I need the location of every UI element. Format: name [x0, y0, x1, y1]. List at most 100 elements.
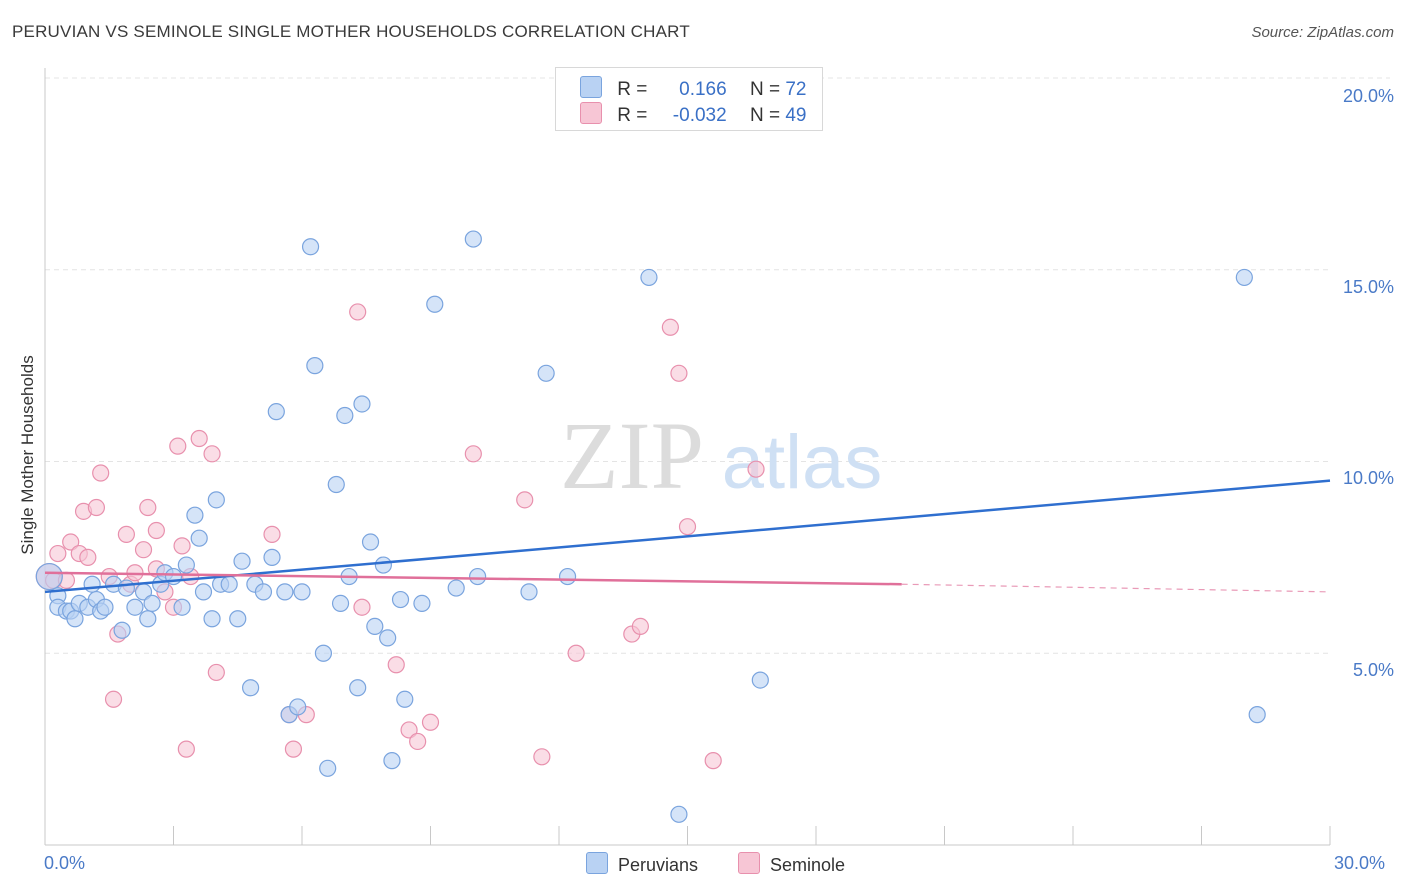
seminole-point	[263, 525, 281, 543]
peruvians-point	[361, 533, 380, 551]
peruvians-point	[336, 406, 354, 425]
peruvians-point	[319, 759, 337, 777]
seminole-point	[670, 364, 688, 382]
seminole-point	[631, 617, 649, 636]
peruvians-point	[96, 598, 114, 616]
seminole-point	[387, 656, 405, 674]
seminole-point	[104, 690, 123, 708]
seminole-point	[464, 445, 482, 463]
peruvians-point	[126, 598, 144, 616]
peruvians-point	[173, 598, 191, 616]
watermark-atlas: atlas	[722, 420, 883, 505]
peruvians-point	[66, 610, 84, 628]
seminole-point	[92, 464, 110, 482]
peruvians-point	[203, 610, 221, 628]
legend-r-value: 0.166	[679, 79, 727, 100]
peruvians-point	[391, 590, 410, 609]
legend-r-label: R =	[617, 79, 648, 100]
peruvians-point	[413, 594, 431, 612]
correlation-legend: R = 0.166 N = 72 R = -0.032 N = 49	[555, 67, 823, 131]
seminole-point	[409, 732, 427, 751]
peruvians-point	[190, 529, 208, 547]
seminole-point	[207, 663, 225, 682]
peruvians-point	[383, 752, 401, 770]
seminole-point	[421, 713, 440, 731]
seminole-point	[284, 740, 303, 758]
seminole-point	[87, 498, 106, 517]
x-tick-max: 30.0%	[1334, 853, 1386, 873]
y-tick-5: 5.0%	[1352, 660, 1394, 680]
seminole-point	[533, 748, 551, 766]
peruvians-point	[379, 629, 397, 647]
series-legend-seminole: Seminole	[738, 852, 845, 876]
peruvians-point	[289, 698, 307, 716]
peruvians-point	[139, 610, 157, 628]
seminole-point	[678, 518, 697, 536]
legend-n-label: N =	[749, 79, 781, 100]
y-tick-10: 10.0%	[1342, 468, 1394, 488]
seminole-point	[134, 541, 153, 559]
series-swatch-blue	[586, 852, 608, 874]
seminole-point	[49, 544, 67, 563]
peruvians-point	[1248, 706, 1266, 724]
seminole-trend-extension	[901, 583, 1331, 593]
peruvians-point	[177, 556, 195, 574]
peruvians-points	[35, 230, 1266, 823]
axes	[44, 68, 1331, 846]
peruvians-point	[293, 583, 311, 601]
peruvians-point	[464, 230, 482, 248]
peruvians-point	[254, 583, 273, 601]
x-tick-min: 0.0%	[44, 853, 86, 873]
legend-row-peruvians: R = 0.166 N = 72	[580, 76, 806, 101]
series-label-peruvians: Peruvians	[618, 855, 699, 875]
peruvians-point	[396, 690, 414, 708]
seminole-point	[567, 644, 585, 662]
source-label: Source: ZipAtlas.com	[1251, 24, 1394, 41]
zipatlas-watermark: ZIP atlas	[560, 402, 882, 509]
seminole-point	[516, 491, 534, 509]
peruvians-point	[83, 575, 101, 593]
peruvians-point	[276, 583, 294, 601]
y-tick-20: 20.0%	[1342, 86, 1394, 106]
peruvians-trend-line	[44, 479, 1331, 594]
peruvians-point	[751, 671, 769, 689]
peruvians-point	[349, 679, 367, 697]
peruvians-point	[306, 357, 324, 375]
seminole-point	[117, 525, 135, 543]
peruvians-point	[220, 575, 238, 593]
peruvians-point	[426, 295, 444, 313]
trend-lines	[44, 479, 1331, 594]
peruvians-point	[314, 644, 333, 662]
chart-title: PERUVIAN VS SEMINOLE SINGLE MOTHER HOUSE…	[12, 22, 690, 41]
watermark-zip: ZIP	[560, 402, 704, 509]
seminole-point	[353, 598, 371, 616]
peruvians-point	[263, 548, 281, 566]
peruvians-point	[229, 610, 247, 628]
peruvians-point	[670, 805, 688, 823]
peruvians-point	[447, 579, 465, 597]
seminole-trend-line	[44, 571, 902, 586]
peruvians-point	[267, 403, 285, 421]
seminole-point	[62, 533, 80, 551]
seminole-point	[147, 521, 165, 540]
peruvians-point	[331, 594, 350, 612]
peruvians-point	[353, 395, 371, 413]
peruvians-point	[537, 364, 555, 382]
seminole-point	[661, 318, 679, 336]
y-tick-15: 15.0%	[1342, 277, 1394, 297]
series-label-seminole: Seminole	[770, 855, 846, 875]
series-swatch-pink	[738, 852, 760, 874]
legend-r-value: -0.032	[672, 105, 727, 126]
peruvians-point	[186, 506, 204, 524]
peruvians-point	[374, 556, 392, 574]
legend-n-value: 49	[785, 105, 807, 126]
legend-swatch-blue	[580, 76, 602, 98]
peruvians-point	[143, 594, 161, 612]
peruvians-point	[366, 617, 384, 636]
peruvians-point	[520, 583, 538, 601]
peruvians-point	[233, 552, 251, 570]
peruvians-point	[640, 268, 658, 287]
seminole-point	[139, 498, 157, 517]
seminole-point	[400, 721, 418, 739]
